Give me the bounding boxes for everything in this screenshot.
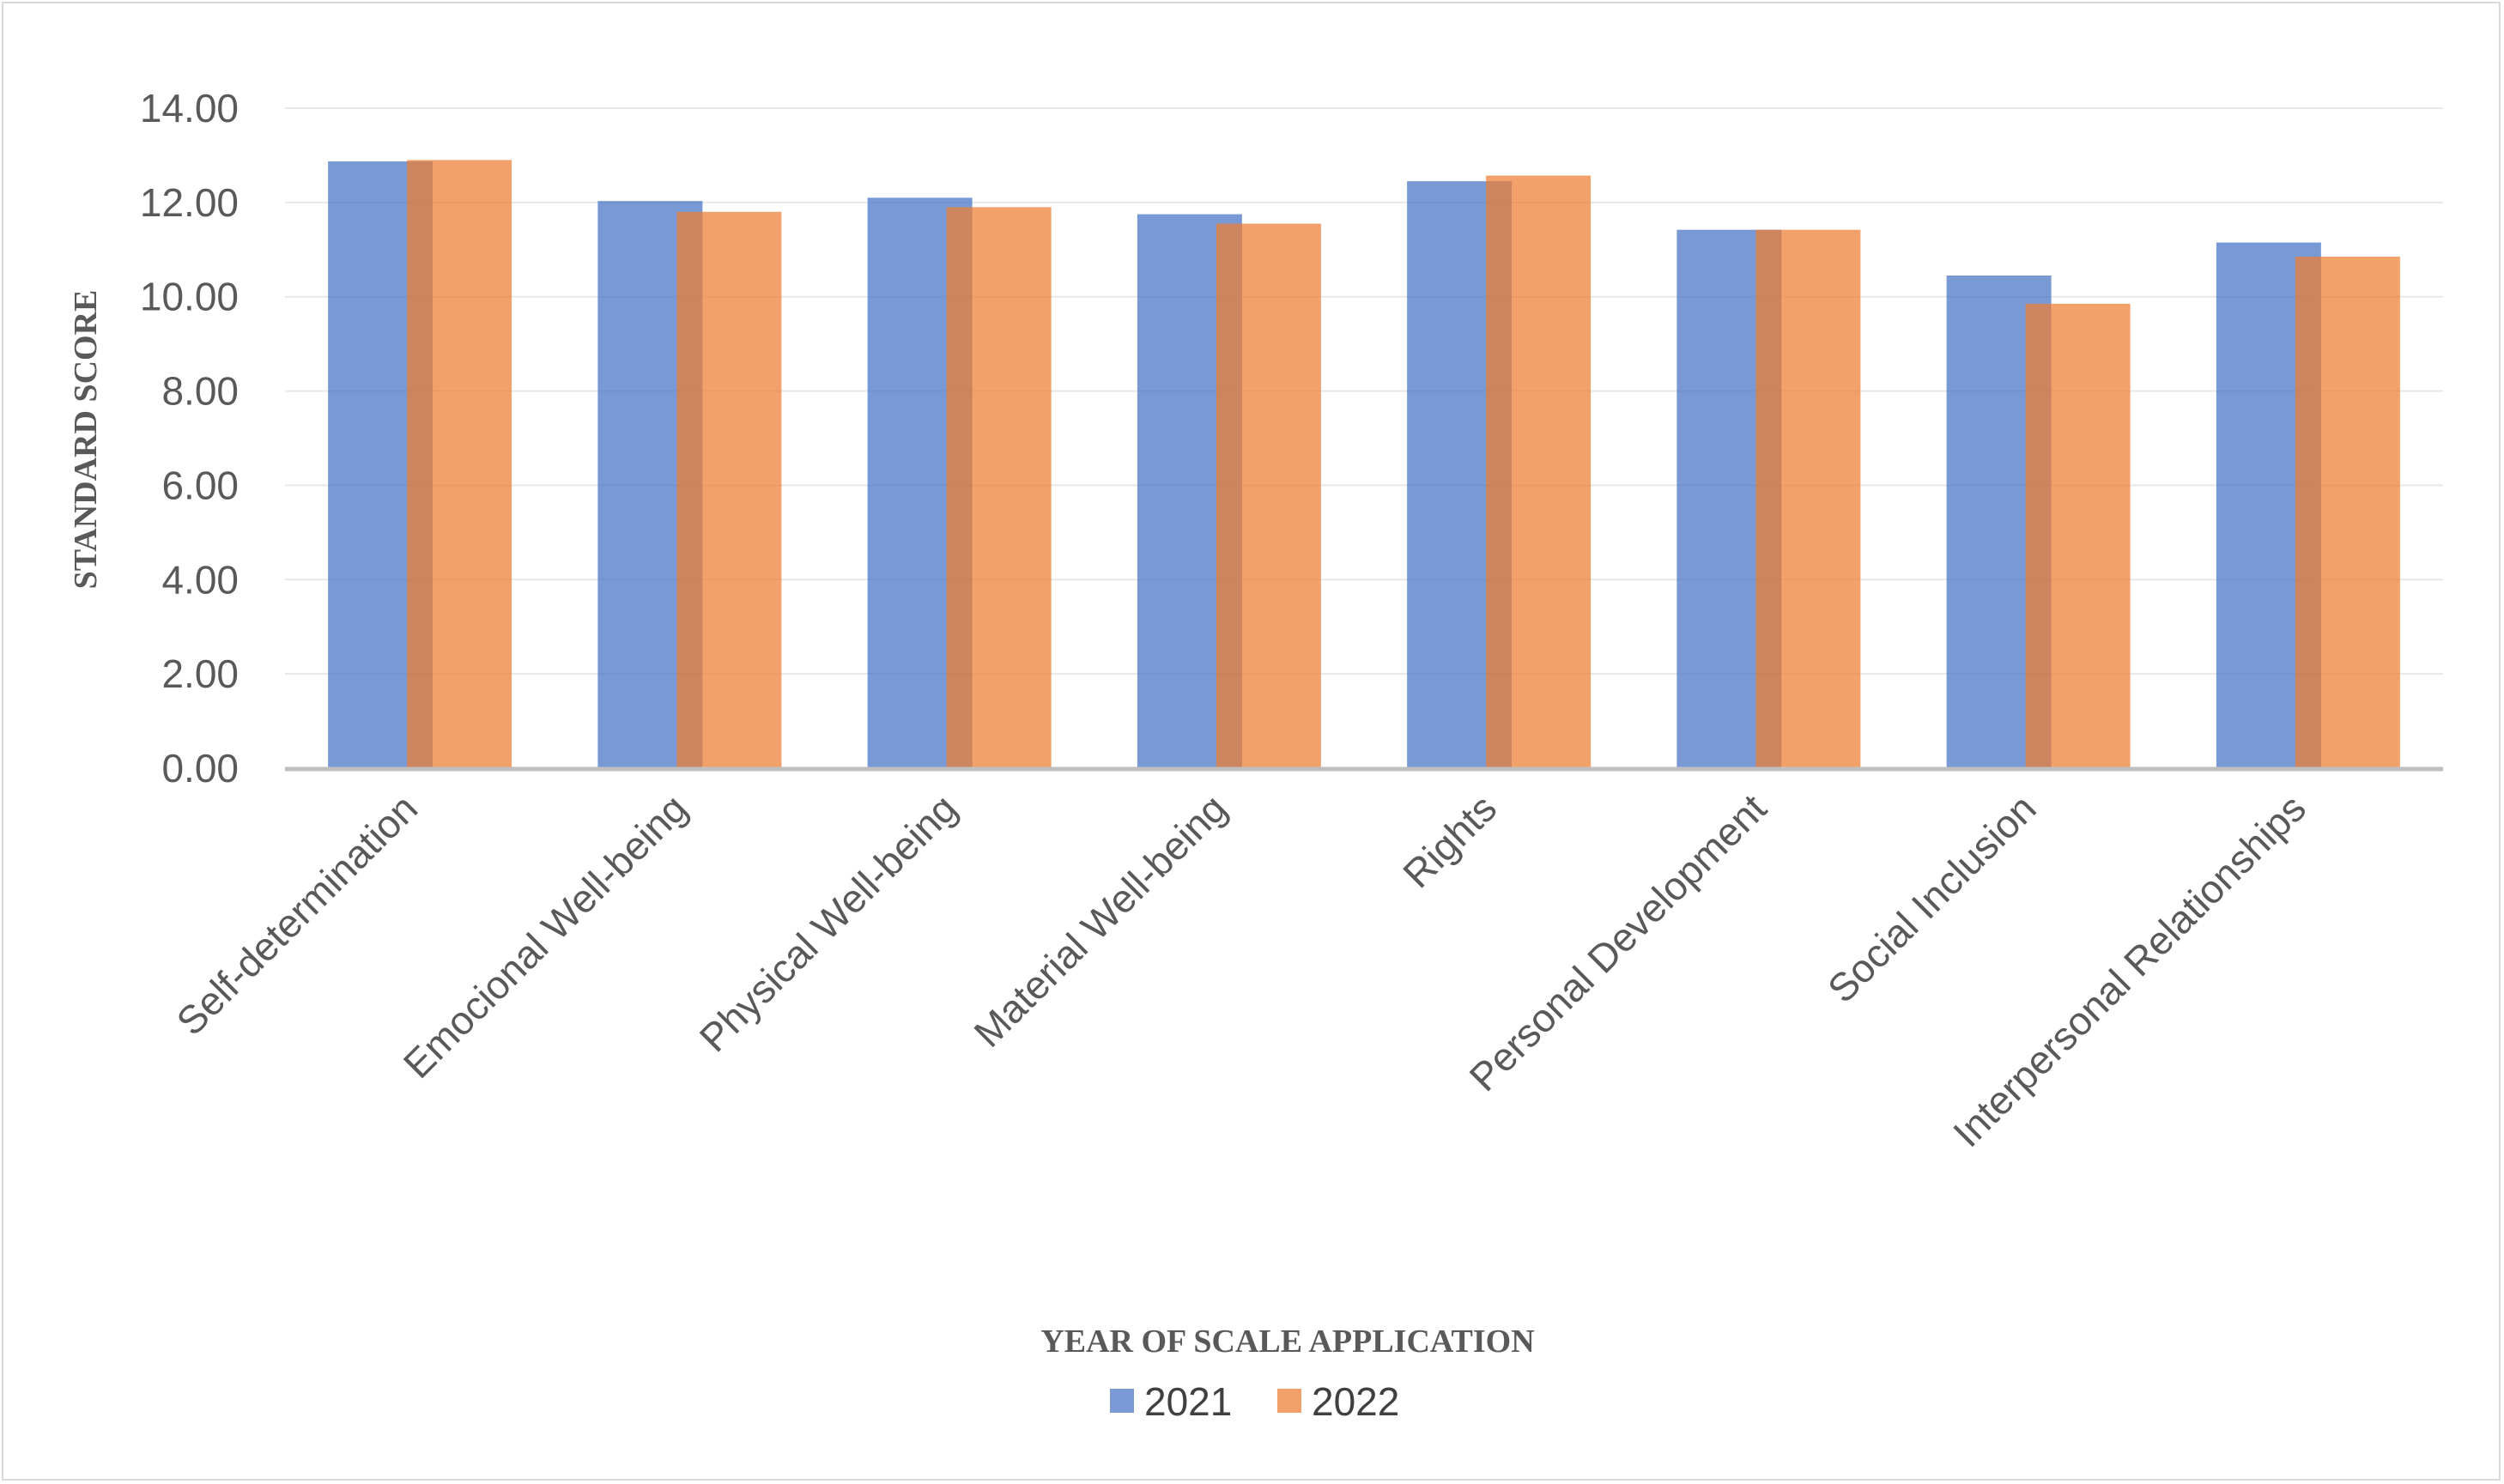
bar-2022-interpersonal-relationships [2295,257,2400,768]
y-tick-label: 0.00 [161,746,239,790]
x-category-label: Rights [1394,785,1505,896]
legend-swatch-2022 [1277,1389,1301,1413]
legend: 2021 2022 [1110,1379,1399,1424]
x-category-label: Emocional Well-being [395,785,696,1087]
y-tick-label: 2.00 [161,651,239,696]
y-tick-label: 12.00 [140,180,239,225]
x-category-label: Material Well-being [965,785,1235,1056]
x-category-label: Physical Well-being [691,785,966,1060]
x-category-label: Self-determination [167,785,426,1044]
y-tick-label: 14.00 [140,86,239,130]
x-category-label: Social Inclusion [1819,785,2045,1011]
legend-swatch-2021 [1110,1389,1134,1413]
y-tick-label: 8.00 [161,369,239,414]
bar-2022-emocional-well-being [676,211,782,769]
y-axis-title: STANDARD SCORE [68,290,104,590]
y-axis-ticks: 0.00 2.00 4.00 6.00 8.00 10.00 12.00 14.00 [140,86,239,790]
x-category-label: Personal Development [1461,785,1775,1099]
bars [328,160,2400,769]
bar-2022-social-inclusion [2025,303,2131,768]
legend-label-2021: 2021 [1144,1379,1232,1424]
bar-2022-rights [1486,175,1592,768]
bar-2022-personal-development [1755,229,1861,769]
y-tick-label: 4.00 [161,557,239,602]
y-tick-label: 10.00 [140,275,239,319]
bar-2022-self-determination [407,160,512,768]
x-axis-title: YEAR OF SCALE APPLICATION [1040,1323,1534,1360]
bar-2022-physical-well-being [946,207,1052,769]
y-tick-label: 6.00 [161,463,239,507]
bar-2022-material-well-being [1216,223,1321,768]
legend-label-2022: 2022 [1312,1379,1399,1424]
